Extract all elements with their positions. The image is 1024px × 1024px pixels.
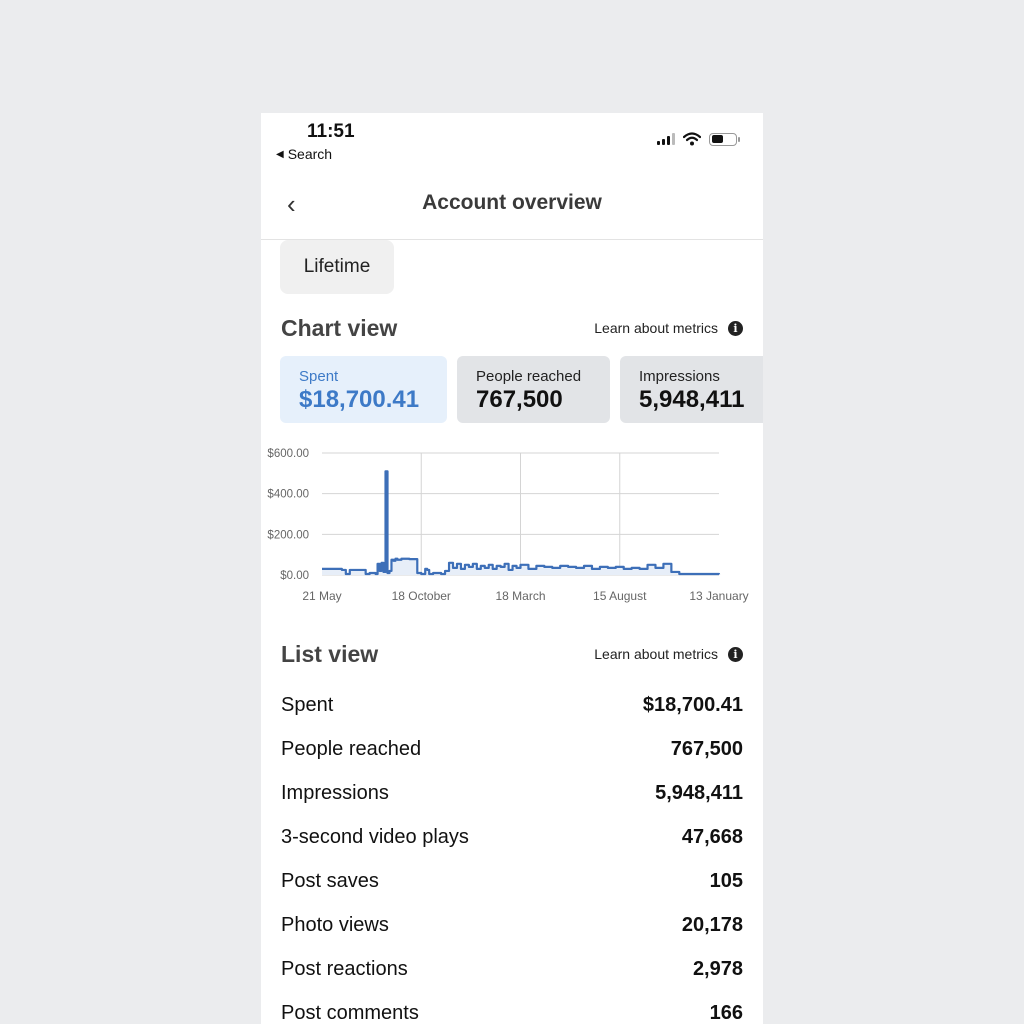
list-item-label: Post comments	[281, 1001, 419, 1024]
metric-card-value: $18,700.41	[299, 386, 420, 413]
x-tick-label: 21 May	[302, 589, 341, 603]
spend-chart: $600.00 $400.00 $200.00 $0.00 21 May 18 Octob…	[267, 448, 748, 603]
learn-metrics-link-list[interactable]: Learn about metrics i	[594, 646, 743, 662]
info-icon: i	[728, 320, 743, 336]
x-tick-label: 18 March	[495, 589, 545, 603]
list-item: Post comments 166	[281, 991, 743, 1024]
list-item: Spent $18,700.41	[281, 683, 743, 727]
list-item-label: Spent	[281, 693, 334, 716]
x-tick-label: 18 October	[392, 589, 451, 603]
list-item: Impressions 5,948,411	[281, 771, 743, 815]
list-item: People reached 767,500	[281, 727, 743, 771]
phone-screen: 11:51 ◀ Search ‹ Account overview Lifeti…	[261, 113, 763, 1024]
chart-view-title: Chart view	[281, 315, 398, 341]
list-item-value: 5,948,411	[655, 781, 743, 804]
metric-card-value: 767,500	[476, 386, 563, 413]
list-item: 3-second video plays 47,668	[281, 815, 743, 859]
list-item-value: 767,500	[670, 737, 743, 760]
metric-card-value: 5,948,411	[639, 386, 745, 413]
list-item-label: People reached	[281, 737, 422, 760]
learn-metrics-label: Learn about metrics	[594, 646, 718, 662]
list-item: Post saves 105	[281, 859, 743, 903]
metric-cards: Spent $18,700.41 People reached 767,500 …	[280, 356, 763, 423]
signal-icon	[657, 133, 675, 145]
y-tick-label: $600.00	[267, 448, 309, 460]
period-filter-button[interactable]: Lifetime	[280, 240, 394, 294]
list-item-label: Post reactions	[281, 957, 408, 980]
list-item-label: Impressions	[281, 781, 389, 804]
y-tick-label: $400.00	[267, 489, 309, 501]
chevron-left-icon[interactable]: ‹	[287, 189, 296, 219]
y-tick-label: $200.00	[267, 529, 309, 541]
metrics-list: Spent $18,700.41 People reached 767,500 Impr…	[281, 683, 743, 1024]
x-tick-label: 15 August	[593, 589, 647, 603]
list-item: Photo views 20,178	[281, 903, 743, 947]
list-item-value: 166	[709, 1001, 743, 1024]
back-triangle-icon: ◀	[276, 148, 284, 160]
y-tick-label: $0.00	[280, 570, 309, 582]
status-icons	[657, 132, 740, 146]
back-app-label: Search	[287, 146, 333, 162]
list-item-label: 3-second video plays	[281, 825, 469, 848]
metric-card-label: People reached	[476, 368, 582, 385]
page-title: Account overview	[422, 191, 602, 214]
nav-bar: ‹ Account overview	[261, 173, 763, 240]
list-item-value: $18,700.41	[642, 693, 743, 716]
list-item-value: 47,668	[681, 825, 743, 848]
list-item-value: 105	[709, 869, 743, 892]
list-item-label: Photo views	[281, 913, 389, 936]
metric-card-impressions[interactable]: Impressions 5,948,411	[620, 356, 763, 423]
metric-card-people-reached[interactable]: People reached 767,500	[457, 356, 610, 423]
wifi-icon	[683, 132, 701, 146]
x-tick-label: 13 January	[689, 589, 748, 603]
learn-metrics-label: Learn about metrics	[594, 320, 718, 336]
status-time: 11:51	[307, 121, 355, 142]
list-item-label: Post saves	[281, 869, 379, 892]
list-item-value: 2,978	[692, 957, 743, 980]
battery-icon	[709, 132, 740, 146]
metric-card-label: Impressions	[639, 368, 720, 385]
list-item: Post reactions 2,978	[281, 947, 743, 991]
back-to-app-link[interactable]: ◀ Search	[276, 146, 332, 162]
metric-card-spent[interactable]: Spent $18,700.41	[280, 356, 447, 423]
list-view-title: List view	[281, 641, 379, 667]
list-item-value: 20,178	[681, 913, 743, 936]
info-icon: i	[728, 646, 743, 662]
learn-metrics-link[interactable]: Learn about metrics i	[594, 320, 743, 336]
metric-card-label: Spent	[299, 368, 339, 385]
series-line	[322, 470, 721, 576]
